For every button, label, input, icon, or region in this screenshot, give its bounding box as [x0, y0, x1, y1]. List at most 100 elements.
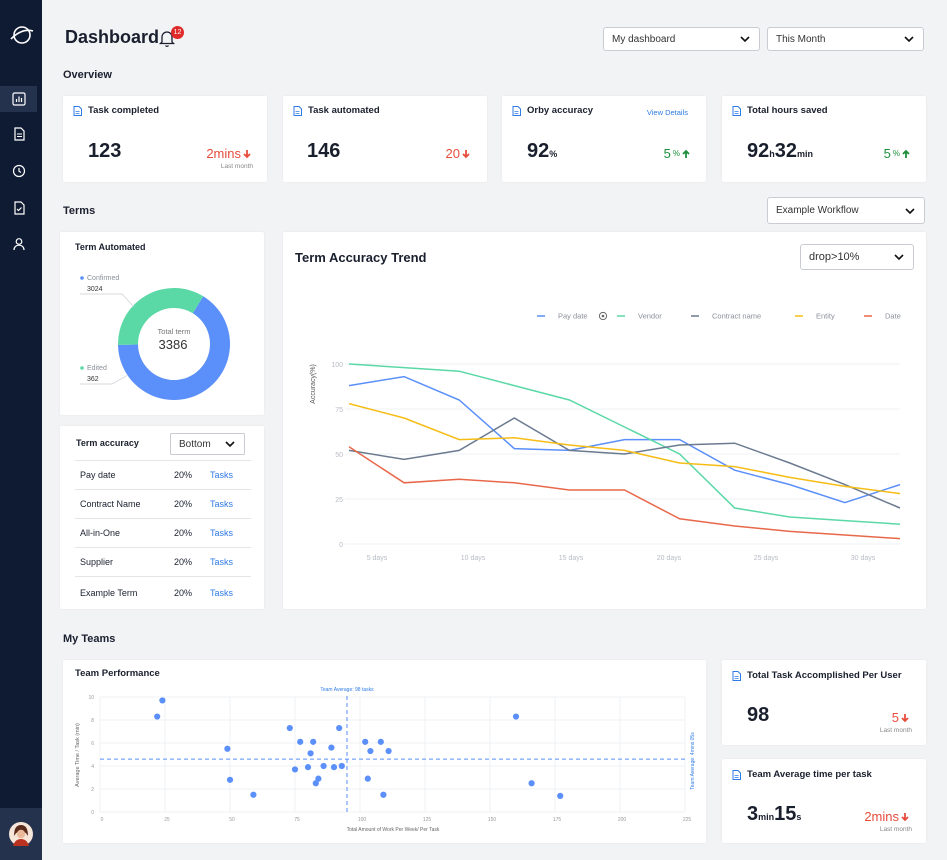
legend-label: Contract name: [712, 312, 761, 321]
term-accuracy-select[interactable]: Bottom: [170, 433, 245, 455]
term-automated-card: Term Automated Confirmed 3024 Edited 362…: [60, 232, 264, 415]
kpi-value-number: 92: [527, 140, 550, 162]
y-axis-label: Accuracy(%): [310, 364, 317, 404]
period-select[interactable]: This Month: [767, 27, 924, 51]
x-tick-label: 100: [358, 817, 367, 823]
x-axis-label: Total Amount of Work Per Week/ Per Task: [347, 827, 440, 833]
scatter-point: [377, 738, 384, 745]
scatter-point: [320, 762, 327, 770]
line-chart: 0 25 50 75 100 5 days 10 days 15 days 20 days 25 …: [310, 312, 901, 563]
y-tick-label: 25: [335, 497, 343, 504]
nav-users[interactable]: [0, 231, 37, 257]
term-name: All-in-One: [80, 528, 121, 538]
kpi-task-completed: Task completed 123 2mins Last month: [63, 96, 267, 182]
dashboard-select-value: My dashboard: [612, 33, 676, 45]
scatter-point: [385, 747, 392, 755]
document-icon: [732, 105, 741, 116]
term-accuracy-select-value: Bottom: [179, 438, 211, 450]
bar-chart-icon: [11, 92, 26, 106]
scatter-point: [338, 762, 345, 770]
tasks-link[interactable]: Tasks: [210, 470, 234, 480]
kpi-change: 2mins: [206, 146, 251, 161]
y-tick-label: 6: [91, 741, 94, 747]
edited-value: 362: [87, 376, 99, 383]
dashboard-select[interactable]: My dashboard: [603, 27, 760, 51]
nav-dashboard[interactable]: [0, 86, 37, 112]
document-icon: [13, 127, 25, 141]
nav-documents[interactable]: [0, 121, 37, 147]
y-tick-label: 4: [91, 764, 94, 770]
divider: [75, 460, 251, 461]
kpi-title-wrap: Orby accuracy: [512, 105, 593, 116]
user-avatar[interactable]: [0, 808, 42, 860]
bell-icon[interactable]: [157, 28, 177, 48]
term-pct: 20%: [174, 470, 193, 480]
term-name: Contract Name: [80, 499, 141, 509]
term-pct: 20%: [174, 499, 193, 509]
x-tick-label: 125: [423, 817, 432, 823]
workflow-select[interactable]: Example Workflow: [767, 197, 925, 224]
kpi-change-unit: %: [892, 149, 900, 158]
nav-tasks[interactable]: [0, 195, 37, 221]
kpi-value: 92%: [527, 140, 557, 163]
tasks-link[interactable]: Tasks: [210, 499, 234, 509]
x-tick-label: 25 days: [754, 555, 779, 562]
team-average-y-label: Team Average: 4mins 05s: [690, 732, 696, 790]
series-line-pay-date: [348, 375, 901, 504]
legend-label: Vendor: [638, 312, 662, 321]
kpi-change: 20: [446, 146, 470, 161]
confirmed-label: Confirmed: [87, 275, 119, 282]
kpi-sub: Last month: [879, 727, 912, 734]
kpi-change-value: 5: [891, 710, 899, 725]
tasks-link[interactable]: Tasks: [210, 528, 234, 538]
kpi-title-wrap: Team Average time per task: [732, 769, 872, 780]
kpi-minutes: 32: [774, 140, 797, 162]
document-icon: [512, 105, 521, 116]
overview-title: Overview: [63, 69, 112, 81]
kpi-sub: Last month: [220, 163, 253, 170]
scatter-point: [297, 738, 304, 745]
series-line-entity: [348, 402, 901, 495]
scatter-point: [330, 764, 338, 771]
trend-select[interactable]: drop>10%: [800, 244, 914, 270]
kpi-change: 5: [892, 710, 909, 725]
chevron-down-icon: [904, 36, 914, 43]
kpi-value: 3min15s: [747, 803, 801, 826]
tasks-link[interactable]: Tasks: [210, 557, 234, 567]
x-tick-label: 175: [553, 817, 562, 823]
x-tick-label: 15 days: [559, 555, 584, 562]
orby-logo-icon[interactable]: [9, 22, 35, 48]
chevron-down-icon: [894, 254, 904, 261]
scatter-point: [367, 747, 374, 755]
y-tick-label: 0: [339, 542, 343, 549]
kpi-change-value: 5: [883, 146, 891, 161]
crosshair-icon: [601, 314, 605, 318]
x-tick-label: 30 days: [851, 555, 876, 562]
total-value: 3386: [159, 337, 188, 352]
arrow-up-icon: [682, 149, 690, 158]
term-name: Pay date: [80, 470, 116, 480]
scatter-point: [512, 713, 520, 720]
chevron-down-icon: [225, 441, 235, 448]
x-tick-label: 25: [164, 817, 170, 823]
kpi-value: 92h32min: [747, 140, 813, 163]
team-performance-title: Team Performance: [75, 668, 160, 679]
kpi-sub: Last month: [879, 826, 912, 833]
donut-chart: Confirmed 3024 Edited 362 Total term 338…: [80, 275, 230, 400]
term-pct: 20%: [174, 557, 193, 567]
tasks-link[interactable]: Tasks: [210, 587, 234, 598]
view-details-link[interactable]: View Details: [646, 108, 688, 117]
arrow-down-icon: [243, 149, 251, 158]
edited-leader: [80, 374, 129, 385]
x-tick-label: 50: [229, 817, 235, 823]
page-title: Dashboard: [65, 27, 160, 47]
nav-history[interactable]: [0, 158, 37, 184]
legend-label: Entity: [816, 312, 835, 321]
document-icon: [293, 105, 302, 116]
kpi-change: 5%: [664, 146, 690, 161]
table-row: All-in-One 20% Tasks: [75, 519, 251, 548]
kpi-value-unit: %: [549, 149, 558, 159]
x-tick-label: 20 days: [657, 555, 682, 562]
term-accuracy-title: Term accuracy: [76, 438, 139, 448]
